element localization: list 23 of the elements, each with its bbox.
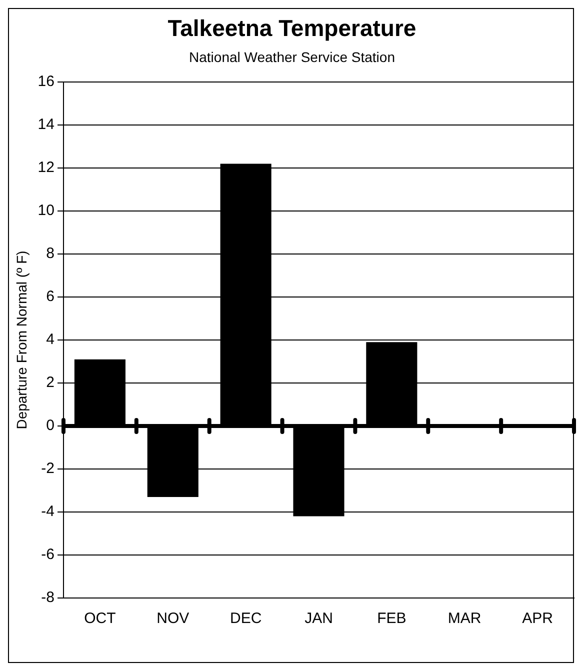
- y-tick-label: 4: [46, 331, 54, 348]
- y-tick-label: 14: [38, 116, 54, 134]
- y-tick-label: -2: [41, 460, 54, 478]
- chart-title: Talkeetna Temperature: [166, 15, 418, 42]
- chart-subtitle: National Weather Service Station: [188, 49, 396, 65]
- x-tick-label: MAR: [448, 610, 482, 628]
- x-tick-label: APR: [522, 610, 554, 628]
- y-tick-label: 0: [46, 417, 54, 434]
- x-tick-label: DEC: [230, 610, 262, 628]
- y-tick-label: 2: [46, 374, 54, 392]
- y-tick-label: -8: [41, 589, 54, 606]
- x-tick-label: JAN: [304, 610, 333, 628]
- y-tick-label: 6: [46, 288, 54, 306]
- y-tick-label: -4: [41, 503, 54, 520]
- x-tick-label: NOV: [156, 610, 190, 628]
- y-tick-label: 16: [38, 73, 54, 90]
- y-tick-label: 12: [38, 159, 54, 176]
- x-tick-label: FEB: [377, 610, 406, 628]
- y-tick-label: 10: [38, 202, 54, 220]
- x-tick-label: OCT: [84, 610, 116, 628]
- y-tick-label: 8: [46, 245, 54, 262]
- y-tick-label: -6: [41, 546, 54, 564]
- y-axis-title: Departure From Normal (º F): [13, 250, 30, 430]
